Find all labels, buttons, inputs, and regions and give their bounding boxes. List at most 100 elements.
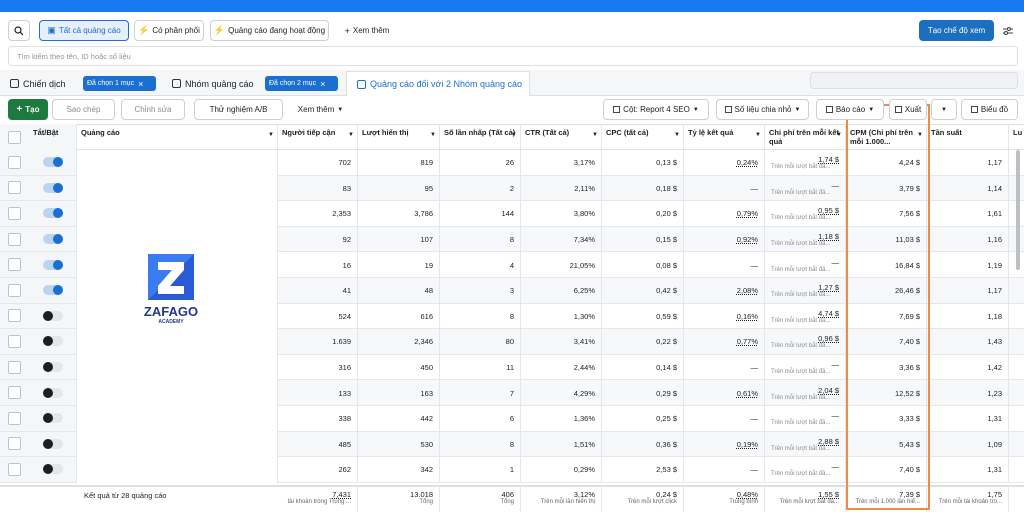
cell-value: 819 bbox=[420, 158, 433, 168]
header-checkbox bbox=[0, 124, 29, 150]
sort-caret: ▼ bbox=[430, 132, 436, 138]
data-cell: 0,96 $ Trên mỗi lượt bắt đầ... bbox=[765, 329, 846, 355]
toggle[interactable] bbox=[42, 310, 63, 321]
checkbox[interactable] bbox=[8, 258, 21, 272]
checkbox[interactable] bbox=[8, 206, 21, 220]
action-button[interactable]: Số liệu chia nhỏ ▼ bbox=[716, 99, 809, 120]
data-cell: 2,08% bbox=[684, 278, 765, 304]
checkbox[interactable] bbox=[8, 181, 21, 195]
toggle[interactable] bbox=[42, 234, 63, 245]
selection-chip[interactable]: Đã chọn 1 mục × bbox=[83, 76, 156, 91]
toggle[interactable] bbox=[42, 336, 63, 347]
action-button[interactable]: + Tạo bbox=[8, 99, 48, 120]
cell-value: 0,20 $ bbox=[656, 209, 677, 219]
cell-note: Trên mỗi lượt bắt đầ... bbox=[771, 189, 831, 196]
column-header[interactable]: CPM (Chi phí trên mỗi 1.000... bbox=[846, 124, 927, 150]
toggle[interactable] bbox=[42, 259, 63, 270]
create-view-button[interactable]: Tạo chế độ xem bbox=[919, 20, 994, 41]
action-button[interactable]: Chỉnh sửa bbox=[121, 99, 185, 120]
view-tab[interactable]: + Xem thêm bbox=[335, 20, 399, 41]
data-cell: 0,92% bbox=[684, 226, 765, 253]
level-tab[interactable]: Quảng cáo đối với 2 Nhóm quảng cáo bbox=[346, 71, 530, 96]
checkbox[interactable] bbox=[8, 437, 21, 451]
toggle[interactable] bbox=[42, 285, 63, 296]
data-cell: 80 bbox=[440, 329, 521, 355]
export-dropdown[interactable]: ▼ bbox=[931, 99, 957, 120]
cell-value: 0,92% bbox=[736, 235, 758, 245]
cell-value: 2,88 $ bbox=[818, 436, 839, 446]
checkbox[interactable] bbox=[8, 334, 21, 348]
footer-value: 13.018 bbox=[410, 489, 433, 499]
column-header[interactable]: Quảng cáo bbox=[77, 124, 278, 150]
sort-caret: ▼ bbox=[755, 132, 761, 138]
data-cell: 4 bbox=[440, 252, 521, 278]
search-input[interactable]: Tìm kiếm theo tên, ID hoặc số liệu bbox=[8, 46, 1018, 66]
checkbox[interactable] bbox=[8, 309, 21, 323]
settings-button[interactable] bbox=[998, 20, 1018, 41]
checkbox[interactable] bbox=[8, 360, 21, 374]
cell-value: 0,36 $ bbox=[656, 439, 677, 449]
action-button[interactable]: Thử nghiệm A/B bbox=[194, 99, 283, 120]
checkbox-cell bbox=[0, 303, 29, 330]
checkbox[interactable] bbox=[8, 155, 21, 169]
toggle[interactable] bbox=[42, 182, 63, 193]
toggle-cell bbox=[29, 175, 77, 202]
data-cell: 342 bbox=[358, 457, 440, 483]
footer-cell: 7,39 $ Trên mỗi 1.000 lần hiể... bbox=[846, 484, 927, 512]
column-header[interactable]: Chi phí trên mỗi kết quả bbox=[765, 124, 846, 150]
level-tab[interactable]: Chiến dịch bbox=[8, 71, 82, 96]
cell-value: 0,16% bbox=[736, 311, 758, 321]
checkbox[interactable] bbox=[8, 462, 21, 476]
view-tab[interactable]: ▣ Tất cả quảng cáo bbox=[39, 20, 129, 41]
cell-value: 3,41% bbox=[573, 337, 595, 347]
action-button[interactable]: Sao chép bbox=[52, 99, 115, 120]
data-cell: 485 bbox=[278, 431, 358, 458]
column-header[interactable]: Số lần nhấp (Tất cả) bbox=[440, 124, 521, 150]
action-button[interactable]: Báo cáo ▼ bbox=[816, 99, 884, 120]
column-header[interactable]: Lượt hiển thị bbox=[358, 124, 440, 150]
column-header[interactable]: CPC (tất cả) bbox=[602, 124, 684, 150]
action-button[interactable]: Biểu đồ bbox=[961, 99, 1018, 120]
checkbox[interactable] bbox=[8, 283, 21, 297]
data-cell: 16 bbox=[278, 252, 358, 278]
view-tab[interactable]: ⚡ Có phân phối bbox=[134, 20, 204, 41]
checkbox[interactable] bbox=[8, 411, 21, 425]
column-header[interactable]: Lu bbox=[1009, 124, 1024, 150]
data-cell: 1,43 bbox=[927, 329, 1009, 355]
action-button[interactable]: Cột: Report 4 SEO ▼ bbox=[603, 99, 709, 120]
cell-note: Trên mỗi lượt bắt đầ... bbox=[771, 471, 831, 478]
column-header[interactable]: Người tiếp cận bbox=[278, 124, 358, 150]
toggle[interactable] bbox=[42, 157, 63, 168]
level-tab[interactable]: Nhóm quảng cáo bbox=[170, 71, 264, 96]
footer-sub: Trên mỗi 1.000 lần hiể... bbox=[855, 498, 920, 505]
toggle[interactable] bbox=[42, 438, 63, 449]
checkbox[interactable] bbox=[8, 130, 21, 144]
toggle[interactable] bbox=[42, 387, 63, 398]
toggle[interactable] bbox=[42, 464, 63, 475]
cell-value: 48 bbox=[424, 286, 433, 296]
checkbox[interactable] bbox=[8, 232, 21, 246]
date-range[interactable] bbox=[810, 72, 1018, 89]
search-button[interactable] bbox=[8, 20, 30, 41]
cell-value: — bbox=[750, 465, 759, 475]
cell-value: 7 bbox=[509, 388, 514, 398]
column-header[interactable]: Tỷ lệ kết quả bbox=[684, 124, 765, 150]
toggle[interactable] bbox=[42, 208, 63, 219]
cell-value: 163 bbox=[420, 388, 433, 398]
action-button[interactable]: Xuất bbox=[889, 99, 927, 120]
toggle[interactable] bbox=[42, 413, 63, 424]
data-cell: 1,42 bbox=[927, 354, 1009, 381]
cell-note: Trên mỗi lượt bắt đầ... bbox=[771, 420, 831, 427]
column-header[interactable]: Tần suất bbox=[927, 124, 1009, 150]
data-cell: 2,44% bbox=[521, 354, 602, 381]
view-tab[interactable]: ⚡ Quảng cáo đang hoạt động bbox=[210, 20, 329, 41]
column-header[interactable]: CTR (Tất cả) bbox=[521, 124, 602, 150]
selection-chip[interactable]: Đã chọn 2 mục × bbox=[265, 76, 338, 91]
footer-value: 0,24 $ bbox=[656, 489, 677, 499]
column-header[interactable]: Tắt/Bật bbox=[29, 124, 77, 150]
data-cell: 1,31 bbox=[927, 406, 1009, 432]
checkbox[interactable] bbox=[8, 386, 21, 400]
toggle[interactable] bbox=[42, 362, 63, 373]
action-button[interactable]: Xem thêm ▼ bbox=[288, 99, 353, 120]
dropdown-caret: ▼ bbox=[868, 106, 875, 113]
